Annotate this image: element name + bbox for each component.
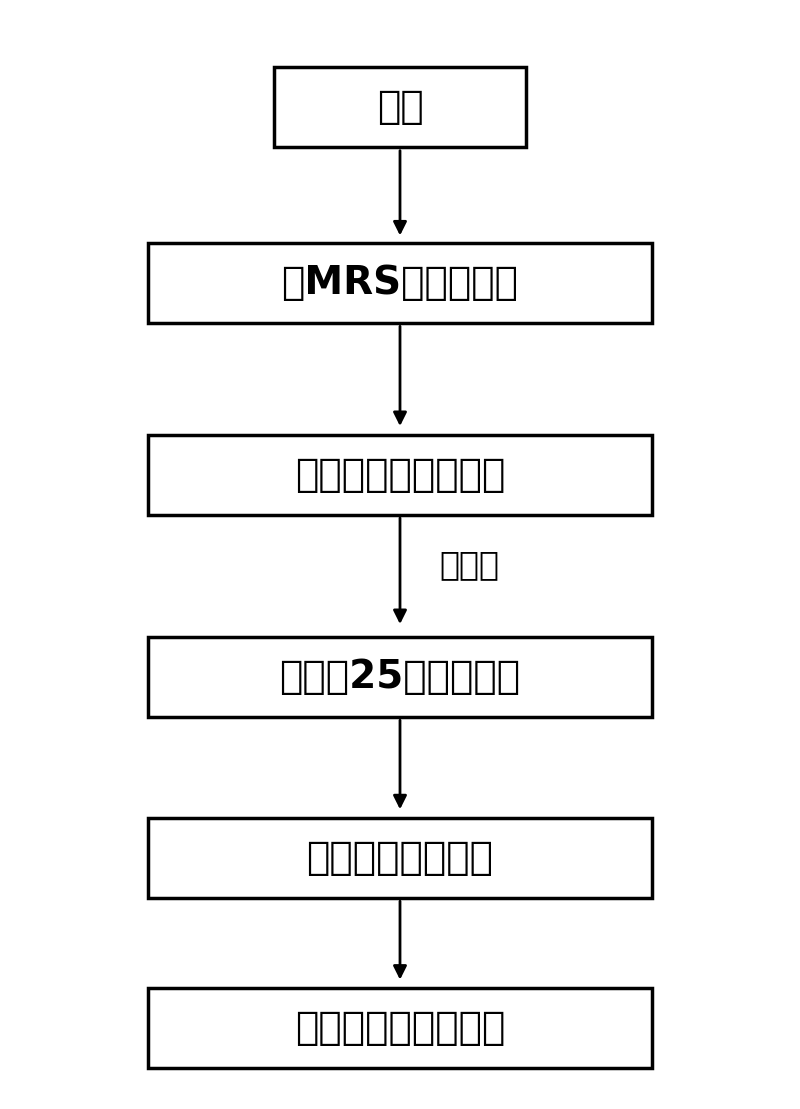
FancyBboxPatch shape — [148, 988, 652, 1068]
FancyBboxPatch shape — [148, 818, 652, 898]
Text: 混合物倒入平皿底部: 混合物倒入平皿底部 — [295, 456, 505, 494]
FancyBboxPatch shape — [148, 243, 652, 323]
Text: 分离得到戊糖片球菌: 分离得到戊糖片球菌 — [295, 1009, 505, 1047]
Text: 和MRS培养基混合: 和MRS培养基混合 — [282, 264, 518, 302]
Text: 样品: 样品 — [377, 89, 423, 126]
FancyBboxPatch shape — [148, 435, 652, 515]
Text: 凝固后: 凝固后 — [440, 549, 499, 581]
FancyBboxPatch shape — [274, 68, 526, 147]
FancyBboxPatch shape — [148, 637, 652, 716]
Text: 生化培养箱中培养: 生化培养箱中培养 — [306, 838, 494, 877]
Text: 再倒入25毫升培养基: 再倒入25毫升培养基 — [279, 658, 521, 696]
